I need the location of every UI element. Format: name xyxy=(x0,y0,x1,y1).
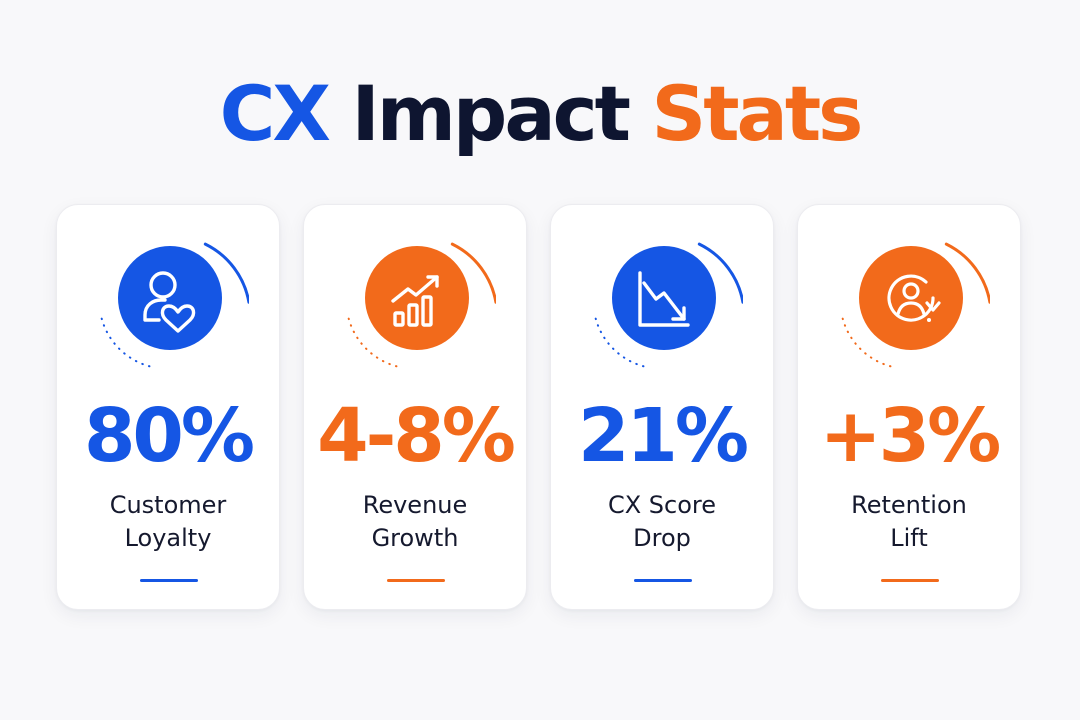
user-retention-icon xyxy=(830,225,990,385)
decline-chart-icon xyxy=(583,225,743,385)
title-word-stats: Stats xyxy=(651,69,863,158)
title-word-impact: Impact xyxy=(351,69,631,158)
stat-value: 4-8% xyxy=(317,393,516,479)
stat-label: CX Score Drop xyxy=(551,489,773,555)
title-word-cx: CX xyxy=(219,69,331,158)
stat-label-line2: Growth xyxy=(371,524,459,552)
accent-underline xyxy=(881,579,939,582)
stat-value: 21% xyxy=(577,393,749,479)
stat-label-line2: Lift xyxy=(890,524,928,552)
stat-card-revenue-growth: 4-8% Revenue Growth xyxy=(303,204,527,610)
page-title: CX Impact Stats xyxy=(0,66,1080,162)
growth-chart-icon xyxy=(336,225,496,385)
stat-cards: 80% Customer Loyalty 4-8% xyxy=(0,204,1080,612)
stat-label-line1: Revenue xyxy=(362,491,468,519)
stat-label: Retention Lift xyxy=(798,489,1020,555)
accent-underline xyxy=(634,579,692,582)
stat-label-line1: Retention xyxy=(851,491,967,519)
stat-card-customer-loyalty: 80% Customer Loyalty xyxy=(56,204,280,610)
stat-label-line1: Customer xyxy=(109,491,227,519)
accent-underline xyxy=(387,579,445,582)
stat-card-retention-lift: +3% Retention Lift xyxy=(797,204,1021,610)
stat-label: Customer Loyalty xyxy=(57,489,279,555)
stat-label-line2: Drop xyxy=(633,524,691,552)
stat-value: 80% xyxy=(83,393,255,479)
stat-label: Revenue Growth xyxy=(304,489,526,555)
user-heart-icon xyxy=(89,225,249,385)
stat-value: +3% xyxy=(819,393,1002,479)
stat-label-line1: CX Score xyxy=(607,491,717,519)
stat-card-cx-score-drop: 21% CX Score Drop xyxy=(550,204,774,610)
accent-underline xyxy=(140,579,198,582)
stat-label-line2: Loyalty xyxy=(124,524,212,552)
